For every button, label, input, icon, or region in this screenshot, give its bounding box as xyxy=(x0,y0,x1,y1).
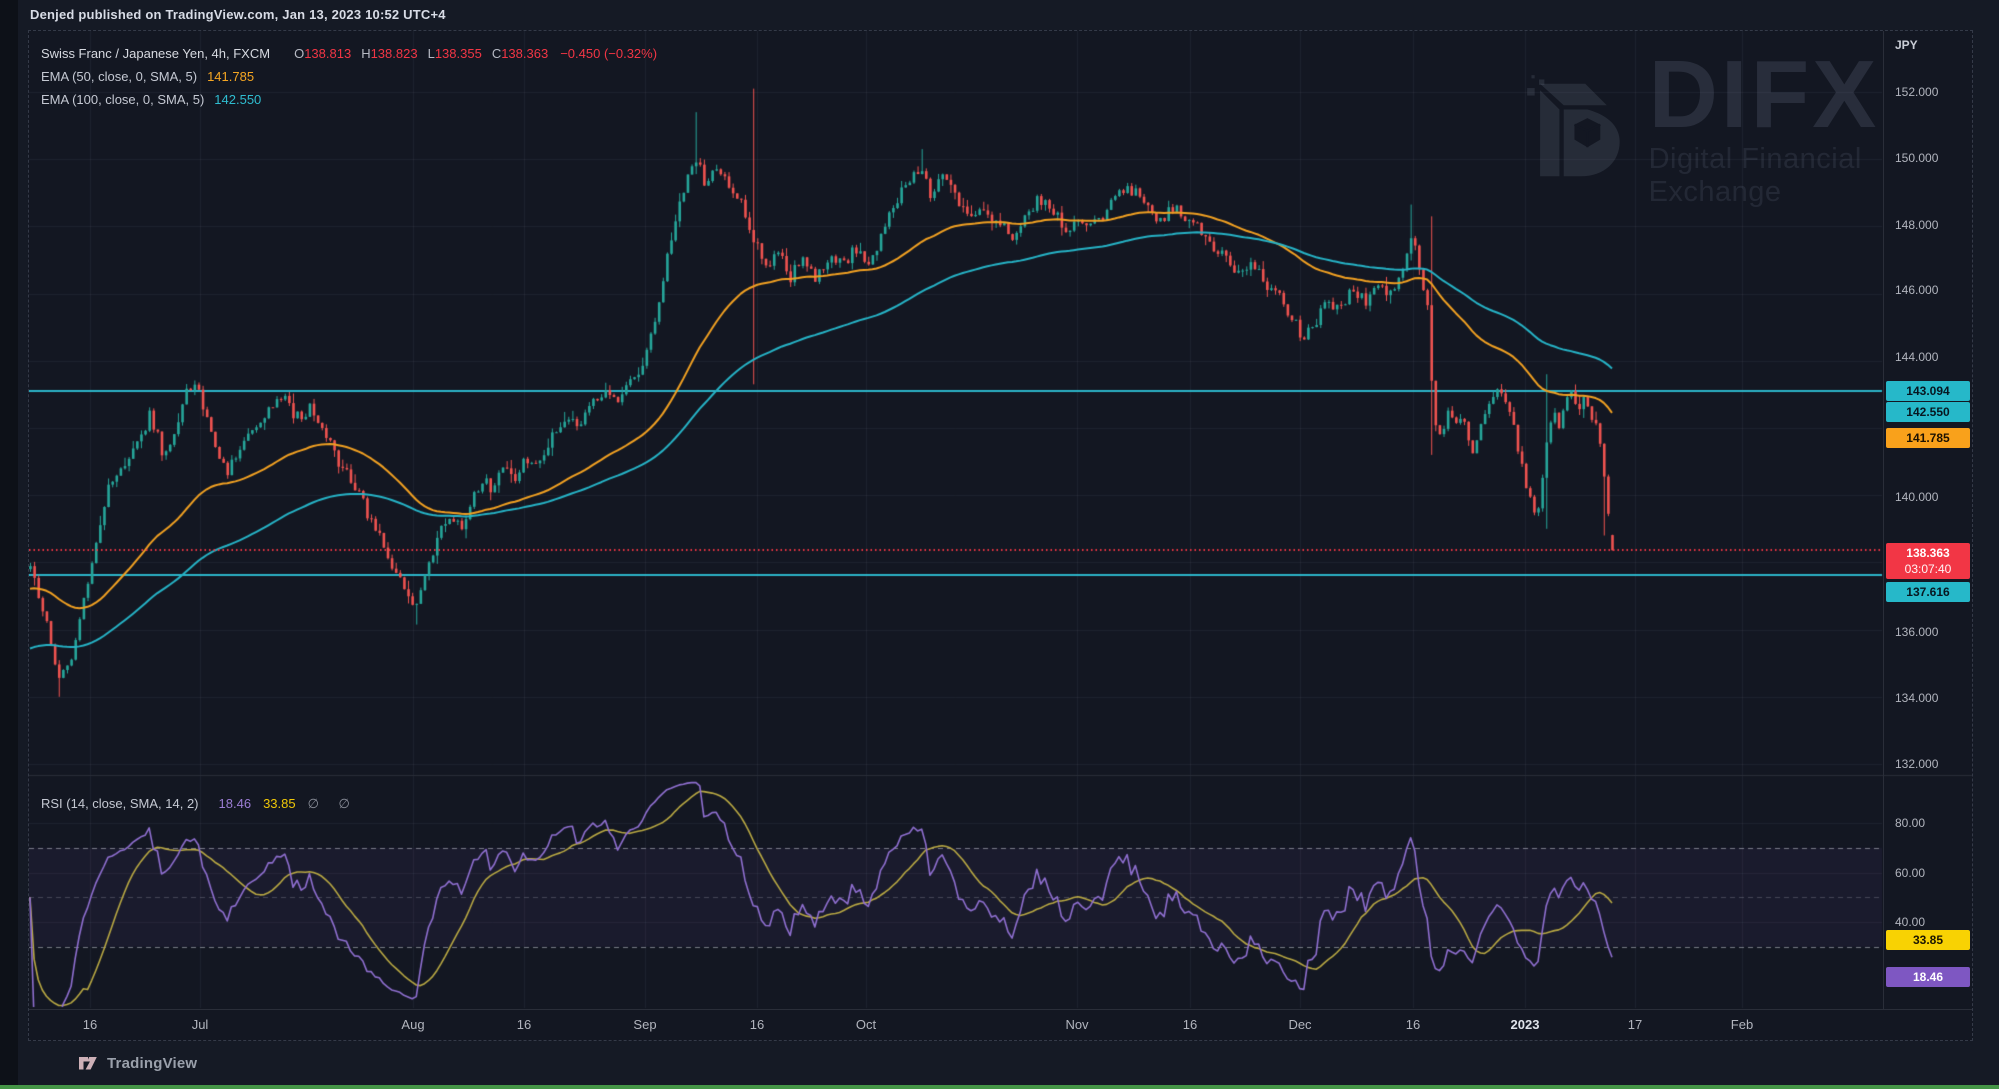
left-gutter xyxy=(0,0,18,1089)
footer-bar: TradingView xyxy=(0,1041,1999,1085)
ema50-label: EMA (50, close, 0, SMA, 5) xyxy=(41,69,198,84)
low-label: L xyxy=(427,46,435,61)
ema50-value: 141.785 xyxy=(207,69,255,84)
chart-widget: DIFX Digital Financial Exchange Swiss Fr… xyxy=(28,30,1973,1041)
price-axis-tick: 146.000 xyxy=(1895,283,1939,297)
ema100-value: 142.550 xyxy=(214,92,262,107)
price-tag-138.363: 138.363 03:07:40 xyxy=(1886,543,1970,579)
time-axis-tick: Dec xyxy=(1288,1017,1312,1032)
high-label: H xyxy=(361,46,371,61)
ema100-label: EMA (100, close, 0, SMA, 5) xyxy=(41,92,205,107)
price-axis-tick: 80.00 xyxy=(1895,816,1926,830)
open-label: O xyxy=(294,46,305,61)
price-axis-tick: 140.000 xyxy=(1895,490,1939,504)
low-value: 138.355 xyxy=(434,46,482,61)
time-axis-tick: 16 xyxy=(82,1017,98,1032)
price-axis-tick: 144.000 xyxy=(1895,350,1939,364)
main-chart-legend: Swiss Franc / Japanese Yen, 4h, FXCM O138… xyxy=(41,46,657,115)
attribution-text: Denjed published on TradingView.com, Jan… xyxy=(30,7,446,22)
price-tag-141.785: 141.785 xyxy=(1886,428,1970,448)
price-axis-tick: 148.000 xyxy=(1895,218,1939,232)
price-axis-tick: 152.000 xyxy=(1895,85,1939,99)
rsi-legend-row[interactable]: RSI (14, close, SMA, 14, 2) 18.46 33.85 ∅ ∅ xyxy=(41,796,358,812)
price-tag-137.616: 137.616 xyxy=(1886,582,1970,602)
rsi-legend: RSI (14, close, SMA, 14, 2) 18.46 33.85 ∅ ∅ xyxy=(41,796,358,820)
rsi-value: 18.46 xyxy=(218,796,252,811)
rsi-sma-value: 33.85 xyxy=(263,796,296,811)
time-axis-tick: Nov xyxy=(1065,1017,1089,1032)
close-label: C xyxy=(491,46,502,61)
time-axis-tick: Aug xyxy=(401,1017,425,1032)
price-axis-tick: 132.000 xyxy=(1895,757,1939,771)
price-chart-canvas[interactable] xyxy=(29,31,1972,1040)
price-tag-33.85: 33.85 xyxy=(1886,930,1970,950)
open-value: 138.813 xyxy=(304,46,352,61)
time-axis-tick: 16 xyxy=(1405,1017,1421,1032)
bottom-accent-bar xyxy=(0,1085,1999,1089)
time-axis-tick: 2023 xyxy=(1510,1017,1540,1032)
time-axis-tick: 17 xyxy=(1627,1017,1643,1032)
price-axis[interactable]: JPY 152.000 150.000 148.000 146.000 144.000 14… xyxy=(1883,31,1974,1009)
price-axis-tick: 40.00 xyxy=(1895,915,1926,929)
ema100-legend-row[interactable]: EMA (100, close, 0, SMA, 5) 142.550 xyxy=(41,92,657,107)
time-axis-tick: Sep xyxy=(633,1017,657,1032)
price-axis-tick: 136.000 xyxy=(1895,625,1939,639)
price-axis-tick: 60.00 xyxy=(1895,866,1926,880)
time-axis-tick: 16 xyxy=(1182,1017,1198,1032)
tradingview-logo-text[interactable]: TradingView xyxy=(107,1054,198,1072)
rsi-label: RSI (14, close, SMA, 14, 2) xyxy=(41,796,199,811)
symbol-title: Swiss Franc / Japanese Yen, 4h, FXCM xyxy=(41,46,271,61)
price-axis-tick: 134.000 xyxy=(1895,691,1939,705)
time-axis[interactable]: 16 Jul Aug 16 Sep 16 Oct Nov 16 Dec 16 2023 17 Feb xyxy=(29,1009,1972,1041)
time-axis-tick: Oct xyxy=(855,1017,877,1032)
time-axis-tick: 16 xyxy=(516,1017,532,1032)
rsi-flag-icons: ∅ ∅ xyxy=(307,796,358,811)
ema50-legend-row[interactable]: EMA (50, close, 0, SMA, 5) 141.785 xyxy=(41,69,657,84)
time-axis-tick: Feb xyxy=(1730,1017,1754,1032)
price-tag-18.46: 18.46 xyxy=(1886,967,1970,987)
tradingview-logo-icon[interactable] xyxy=(78,1053,98,1073)
high-value: 138.823 xyxy=(370,46,418,61)
price-tag-142.550: 142.550 xyxy=(1886,402,1970,422)
price-tag-143.094: 143.094 xyxy=(1886,381,1970,401)
close-value: 138.363 xyxy=(501,46,549,61)
time-axis-tick: 16 xyxy=(749,1017,765,1032)
change-value: −0.450 (−0.32%) xyxy=(560,46,658,61)
time-axis-tick: Jul xyxy=(191,1017,209,1032)
axis-currency-label: JPY xyxy=(1895,38,1918,52)
symbol-legend-row[interactable]: Swiss Franc / Japanese Yen, 4h, FXCM O138… xyxy=(41,46,657,61)
price-axis-tick: 150.000 xyxy=(1895,151,1939,165)
